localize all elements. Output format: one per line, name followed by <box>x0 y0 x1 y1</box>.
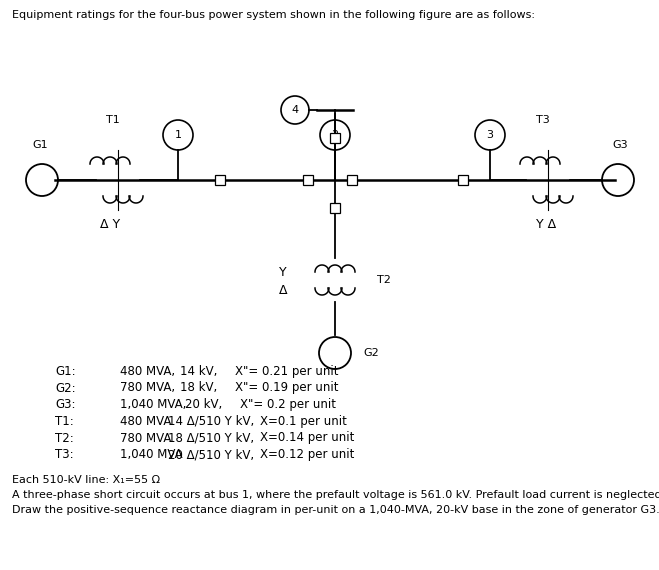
Text: X"= 0.21 per unit: X"= 0.21 per unit <box>235 365 339 378</box>
Text: 780 MVA,: 780 MVA, <box>120 381 175 394</box>
Text: G1: G1 <box>32 140 48 150</box>
Text: 780 MVA: 780 MVA <box>120 431 171 445</box>
Text: Δ: Δ <box>279 283 287 296</box>
Text: 18 Δ/510 Y kV,: 18 Δ/510 Y kV, <box>168 431 254 445</box>
Text: 14 kV,: 14 kV, <box>180 365 217 378</box>
Text: Draw the positive-sequence reactance diagram in per-unit on a 1,040-MVA, 20-kV b: Draw the positive-sequence reactance dia… <box>12 505 659 515</box>
Text: G3: G3 <box>612 140 628 150</box>
Text: 480 MVA,: 480 MVA, <box>120 365 175 378</box>
Text: T1:: T1: <box>55 415 74 428</box>
Text: G2: G2 <box>363 348 379 358</box>
Text: X=0.1 per unit: X=0.1 per unit <box>260 415 347 428</box>
Bar <box>303 175 313 185</box>
Text: T2:: T2: <box>55 431 74 445</box>
Text: 1,040 MVA,: 1,040 MVA, <box>120 398 186 411</box>
Text: T1: T1 <box>106 115 120 125</box>
Text: Each 510-kV line: X₁=55 Ω: Each 510-kV line: X₁=55 Ω <box>12 475 160 485</box>
Text: Equipment ratings for the four-bus power system shown in the following figure ar: Equipment ratings for the four-bus power… <box>12 10 535 20</box>
Text: T2: T2 <box>377 275 391 285</box>
Text: T3: T3 <box>536 115 550 125</box>
Text: X"= 0.2 per unit: X"= 0.2 per unit <box>240 398 336 411</box>
Text: G2:: G2: <box>55 381 76 394</box>
Text: 18 kV,: 18 kV, <box>180 381 217 394</box>
Bar <box>347 175 357 185</box>
Text: T3:: T3: <box>55 448 74 461</box>
Text: Y Δ: Y Δ <box>536 218 556 231</box>
Text: 2: 2 <box>331 130 339 140</box>
Bar <box>215 175 225 185</box>
Text: 480 MVA: 480 MVA <box>120 415 171 428</box>
Text: X=0.14 per unit: X=0.14 per unit <box>260 431 355 445</box>
Bar <box>330 133 340 143</box>
Text: 3: 3 <box>486 130 494 140</box>
Text: A three-phase short circuit occurs at bus 1, where the prefault voltage is 561.0: A three-phase short circuit occurs at bu… <box>12 490 659 500</box>
Bar <box>458 175 468 185</box>
Text: Δ Y: Δ Y <box>100 218 120 231</box>
Text: G1:: G1: <box>55 365 76 378</box>
Text: Y: Y <box>279 266 287 279</box>
Text: X=0.12 per unit: X=0.12 per unit <box>260 448 355 461</box>
Text: G3:: G3: <box>55 398 76 411</box>
Text: 20 kV,: 20 kV, <box>185 398 222 411</box>
Text: 1: 1 <box>175 130 181 140</box>
Text: 1,040 MVA: 1,040 MVA <box>120 448 183 461</box>
Text: 20 Δ/510 Y kV,: 20 Δ/510 Y kV, <box>168 448 254 461</box>
Text: 4: 4 <box>291 105 299 115</box>
Text: X"= 0.19 per unit: X"= 0.19 per unit <box>235 381 339 394</box>
Text: 14 Δ/510 Y kV,: 14 Δ/510 Y kV, <box>168 415 254 428</box>
Bar <box>330 203 340 213</box>
